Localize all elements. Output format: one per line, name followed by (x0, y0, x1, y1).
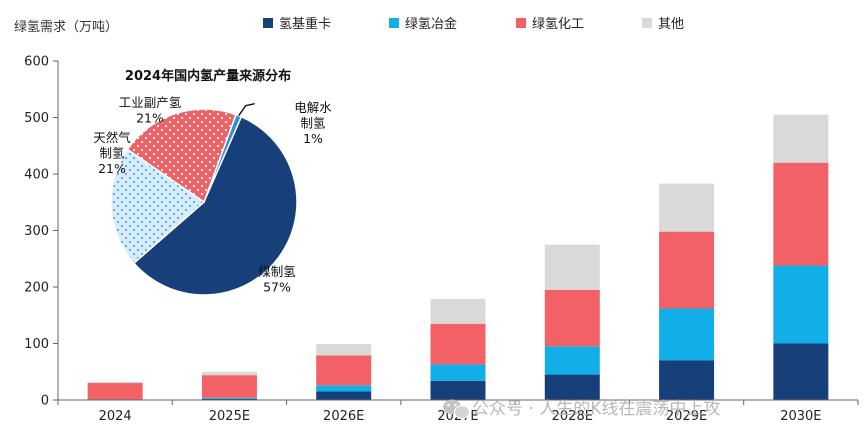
legend-swatch (642, 18, 652, 28)
bar-segment-2026E-氢基重卡 (316, 391, 372, 400)
bar-segment-2026E-绿氢化工 (316, 355, 372, 386)
x-tick-label: 2025E (209, 409, 250, 424)
legend-label: 氢基重卡 (279, 16, 331, 32)
bar-segment-2030E-绿氢冶金 (773, 265, 829, 344)
bar-segment-2029E-绿氢化工 (659, 231, 715, 309)
x-tick-label: 2026E (323, 409, 364, 424)
pie-label-value: 21% (136, 111, 164, 126)
y-tick-label: 400 (24, 168, 49, 183)
y-axis-title: 绿氢需求（万吨） (14, 20, 118, 35)
bar-segment-2027E-绿氢化工 (430, 323, 486, 365)
legend-label: 绿氢化工 (532, 17, 584, 32)
bar-series (87, 114, 829, 400)
bar-segment-2028E-绿氢化工 (544, 289, 600, 347)
pie-label-name: 制氢 (99, 146, 125, 161)
x-tick-label: 2030E (780, 409, 821, 424)
bar-segment-2027E-氢基重卡 (430, 380, 486, 400)
pie-label-value: 21% (98, 161, 126, 176)
bar-segment-2029E-氢基重卡 (659, 360, 715, 400)
legend-swatch (516, 18, 526, 28)
pie-label-name: 工业副产氢 (119, 95, 182, 110)
legend-swatch (389, 18, 399, 28)
bar-segment-2028E-绿氢冶金 (544, 346, 600, 375)
y-axis: 0 100 200 300 400 500 600 (24, 55, 59, 409)
bar-segment-2025E-氢基重卡 (201, 398, 257, 400)
bar-segment-2030E-绿氢化工 (773, 162, 829, 266)
pie-leader-line (238, 103, 255, 117)
legend-label: 其他 (658, 17, 684, 32)
bar-segment-2026E-绿氢冶金 (316, 385, 372, 392)
bar-segment-2024-绿氢化工 (87, 383, 143, 400)
bar-segment-2026E-其他 (316, 344, 372, 356)
pie-slice-煤制氢 (132, 115, 298, 296)
pie-label-value: 1% (303, 131, 323, 146)
x-tick-label: 2028E (552, 409, 593, 424)
y-tick-label: 600 (24, 55, 49, 70)
watermark-text: 公众号 · 人生的K线在震荡中上攻 (472, 399, 720, 419)
y-tick-label: 200 (24, 281, 49, 296)
pie-slice-工业副产氢 (126, 108, 237, 204)
bar-segment-2029E-绿氢冶金 (659, 308, 715, 361)
watermark: 公众号 · 人生的K线在震荡中上攻 (443, 399, 720, 419)
y-tick-label: 100 (24, 337, 49, 352)
wechat-icon (443, 399, 470, 419)
pie-title: 2024年国内氢产量来源分布 (125, 68, 291, 84)
pie-label-name: 电解水 (294, 100, 332, 115)
bar-segment-2024-其他 (87, 381, 143, 384)
bar-segment-2025E-其他 (201, 371, 257, 376)
bar-segment-2027E-绿氢冶金 (430, 364, 486, 381)
bar-segment-2028E-氢基重卡 (544, 374, 600, 400)
pie-label-name: 天然气 (93, 130, 131, 145)
pie-label-value: 57% (263, 280, 291, 295)
pie-label-name: 制氢 (300, 116, 326, 131)
y-tick-label: 500 (24, 111, 49, 126)
legend: 氢基重卡 绿氢冶金 绿氢化工 其他 (263, 16, 684, 32)
x-tick-label: 2029E (666, 409, 707, 424)
bar-segment-2028E-其他 (544, 244, 600, 290)
bar-segment-2030E-其他 (773, 114, 829, 163)
y-tick-label: 0 (41, 394, 49, 409)
bar-segment-2029E-其他 (659, 183, 715, 232)
legend-label: 绿氢冶金 (405, 16, 457, 32)
y-tick-label: 300 (24, 224, 49, 239)
legend-swatch (263, 18, 273, 28)
bar-segment-2027E-其他 (430, 298, 486, 324)
bar-segment-2030E-氢基重卡 (773, 343, 829, 400)
pie-chart: 2024年国内氢产量来源分布 煤制氢57%天然气制氢21%工业副产氢21%电解水… (93, 68, 332, 296)
x-tick-label: 2024 (99, 409, 132, 424)
pie-slices (110, 108, 298, 296)
pie-label-name: 煤制氢 (258, 264, 296, 279)
pie-slice-天然气制氢 (110, 148, 206, 265)
bar-segment-2025E-绿氢冶金 (201, 397, 257, 399)
bar-segment-2025E-绿氢化工 (201, 375, 257, 398)
